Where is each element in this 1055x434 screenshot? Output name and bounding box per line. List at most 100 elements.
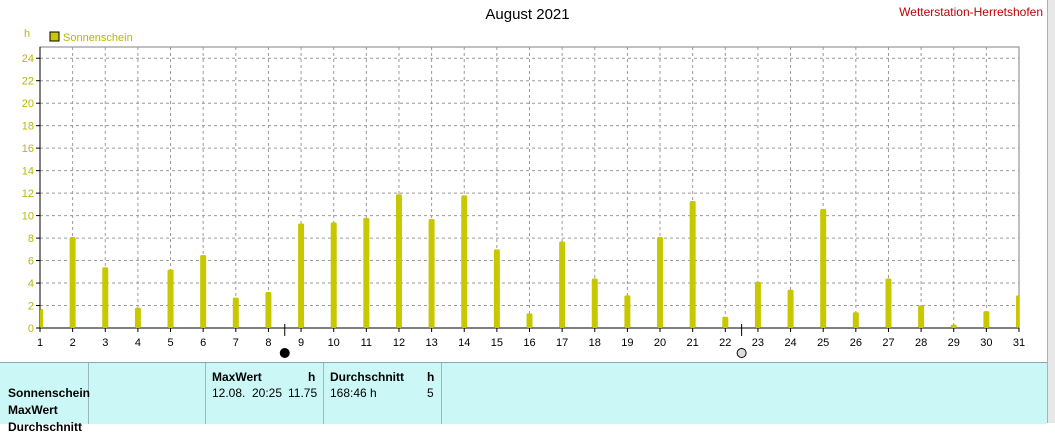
row-label-sonnenschein: Sonnenschein bbox=[8, 386, 91, 400]
row-label-maxwert: MaxWert bbox=[8, 403, 58, 417]
bar bbox=[298, 223, 305, 328]
x-tick-label: 24 bbox=[784, 337, 796, 349]
station-name: Wetterstation-Herretshofen bbox=[899, 5, 1043, 19]
x-tick-label: 5 bbox=[167, 337, 173, 349]
bar bbox=[820, 208, 827, 328]
bar bbox=[689, 200, 696, 328]
avg-count: 5 bbox=[427, 386, 434, 400]
x-tick-label: 2 bbox=[70, 337, 76, 349]
y-tick-label: 22 bbox=[22, 76, 34, 88]
bar bbox=[330, 222, 337, 328]
bar bbox=[69, 236, 76, 328]
x-tick-label: 15 bbox=[491, 337, 503, 349]
row-label-durchschnitt: Durchschnitt bbox=[8, 420, 83, 434]
x-tick-label: 22 bbox=[719, 337, 731, 349]
avg-unit: h bbox=[427, 370, 435, 384]
y-axis-label: h bbox=[24, 28, 30, 40]
bar bbox=[526, 313, 533, 328]
max-column: MaxWert h 12.08. 20:25 11.75 bbox=[206, 363, 324, 424]
legend-swatch bbox=[49, 31, 60, 42]
full-moon-icon bbox=[736, 348, 747, 358]
bar bbox=[363, 217, 370, 328]
y-tick-label: 16 bbox=[22, 143, 34, 155]
bar bbox=[852, 312, 859, 328]
x-tick-label: 14 bbox=[458, 337, 470, 349]
x-tick-label: 9 bbox=[298, 337, 304, 349]
bar bbox=[102, 267, 109, 328]
x-tick-label: 20 bbox=[654, 337, 666, 349]
avg-value: 168:46 h bbox=[330, 386, 377, 400]
x-tick-label: 31 bbox=[1013, 337, 1025, 349]
x-tick-label: 18 bbox=[589, 337, 601, 349]
avg-column: Durchschnitt h 168:46 h 5 bbox=[324, 363, 442, 424]
empty-column bbox=[89, 363, 206, 424]
x-tick-label: 30 bbox=[980, 337, 992, 349]
y-tick-label: 14 bbox=[22, 166, 34, 178]
y-tick-label: 4 bbox=[28, 278, 34, 290]
bar bbox=[983, 311, 990, 328]
window-edge bbox=[1047, 0, 1055, 423]
max-unit: h bbox=[308, 370, 316, 384]
y-tick-label: 10 bbox=[22, 211, 34, 223]
row-labels-column: Sonnenschein MaxWert Durchschnitt bbox=[0, 363, 91, 434]
bar bbox=[950, 324, 957, 328]
x-tick-label: 29 bbox=[948, 337, 960, 349]
x-tick-label: 10 bbox=[328, 337, 340, 349]
x-tick-label: 27 bbox=[882, 337, 894, 349]
bar bbox=[167, 269, 174, 328]
y-tick-label: 12 bbox=[22, 188, 34, 200]
bar bbox=[1016, 295, 1019, 328]
new-moon-icon bbox=[279, 348, 290, 358]
y-tick-label: 0 bbox=[28, 323, 34, 335]
bar bbox=[428, 218, 435, 328]
max-value: 11.75 bbox=[288, 386, 318, 400]
bar bbox=[395, 194, 402, 328]
bar bbox=[200, 254, 207, 328]
x-tick-label: 13 bbox=[425, 337, 437, 349]
bar bbox=[918, 305, 925, 328]
avg-header: Durchschnitt bbox=[330, 370, 405, 384]
x-tick-label: 26 bbox=[850, 337, 862, 349]
bar bbox=[722, 316, 729, 328]
x-tick-label: 8 bbox=[265, 337, 271, 349]
bar bbox=[591, 278, 598, 328]
bar bbox=[624, 295, 631, 328]
y-tick-label: 6 bbox=[28, 256, 34, 268]
x-tick-label: 6 bbox=[200, 337, 206, 349]
y-tick-label: 20 bbox=[22, 98, 34, 110]
x-tick-label: 19 bbox=[621, 337, 633, 349]
x-tick-label: 23 bbox=[752, 337, 764, 349]
x-tick-label: 3 bbox=[102, 337, 108, 349]
y-tick-label: 8 bbox=[28, 233, 34, 245]
x-tick-label: 12 bbox=[393, 337, 405, 349]
bar bbox=[265, 292, 272, 328]
bar bbox=[493, 249, 500, 328]
bar bbox=[40, 308, 43, 328]
max-header: MaxWert bbox=[212, 370, 262, 384]
bar bbox=[754, 281, 761, 328]
max-date: 12.08. bbox=[212, 386, 246, 400]
summary-table: Sonnenschein MaxWert Durchschnitt MaxWer… bbox=[0, 362, 1047, 434]
y-tick-label: 18 bbox=[22, 121, 34, 133]
x-tick-label: 21 bbox=[687, 337, 699, 349]
legend-label: Sonnenschein bbox=[63, 32, 133, 44]
bar bbox=[461, 195, 468, 328]
bar bbox=[657, 236, 664, 328]
y-tick-label: 2 bbox=[28, 301, 34, 313]
x-tick-label: 11 bbox=[361, 337, 372, 349]
x-tick-label: 16 bbox=[523, 337, 535, 349]
bar bbox=[559, 241, 566, 328]
bar bbox=[232, 297, 239, 328]
x-tick-label: 1 bbox=[37, 337, 43, 349]
y-tick-label: 24 bbox=[22, 53, 34, 65]
x-tick-label: 17 bbox=[556, 337, 568, 349]
max-time: 20:25 bbox=[252, 386, 283, 400]
x-tick-label: 7 bbox=[233, 337, 239, 349]
bar bbox=[134, 307, 141, 328]
chart-title: August 2021 bbox=[485, 6, 570, 23]
x-tick-label: 25 bbox=[817, 337, 829, 349]
bar bbox=[885, 278, 892, 328]
x-tick-label: 28 bbox=[915, 337, 927, 349]
bar bbox=[787, 289, 794, 328]
